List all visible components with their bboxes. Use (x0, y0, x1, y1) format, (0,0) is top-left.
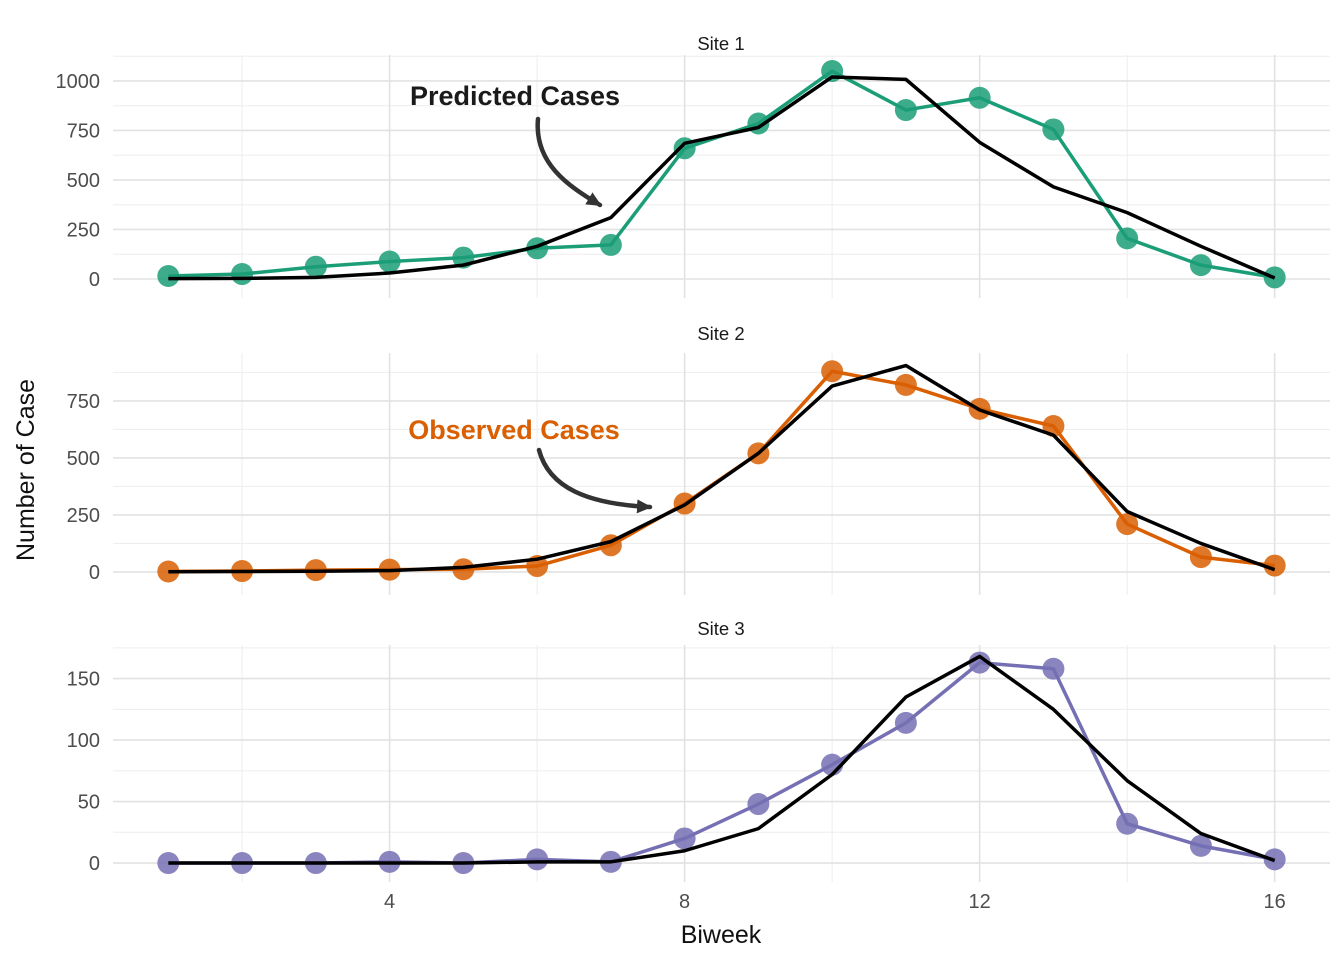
predicted-cases-arrow (535, 116, 603, 208)
y-tick-label: 750 (67, 391, 100, 413)
panel-3: 0 50 100 150 Site 3 (67, 618, 1330, 882)
observed-point (452, 558, 475, 581)
observed-point (894, 711, 917, 734)
y-tick-label: 0 (89, 853, 100, 875)
x-axis-title: Biweek (681, 921, 762, 949)
predicted-cases-annotation: Predicted Cases (410, 81, 620, 111)
observed-point (673, 827, 696, 850)
observed-point (968, 651, 991, 674)
observed-point (1116, 812, 1139, 835)
observed-point (747, 793, 770, 816)
y-tick-label: 500 (67, 170, 100, 192)
y-axis-title: Number of Case (12, 379, 40, 561)
y-tick-label: 50 (78, 792, 100, 814)
y-tick-label: 0 (89, 269, 100, 291)
x-tick-label: 16 (1264, 891, 1286, 913)
facet-strip-label: Site 2 (697, 323, 744, 344)
panel-1: 0 250 500 750 1000 Site 1 (56, 33, 1330, 298)
y-tick-label: 150 (67, 669, 100, 691)
predicted-line (168, 75, 1276, 281)
observed-point (526, 848, 549, 871)
observed-point (1042, 657, 1065, 680)
observed-point (231, 263, 254, 286)
y-tick-label: 250 (67, 505, 100, 527)
observed-line (168, 69, 1275, 280)
observed-point (1189, 834, 1212, 857)
x-tick-label: 12 (969, 891, 991, 913)
observed-point (894, 373, 917, 396)
observed-cases-annotation: Observed Cases (408, 415, 620, 445)
y-tick-label: 0 (89, 562, 100, 584)
observed-point (1116, 227, 1139, 250)
observed-point (1189, 546, 1212, 569)
x-tick-label: 4 (384, 891, 395, 913)
observed-point (157, 265, 180, 288)
facet-strip-label: Site 3 (697, 618, 744, 639)
predicted-line (168, 363, 1276, 574)
observed-point (1042, 118, 1065, 141)
y-tick-label: 250 (67, 219, 100, 241)
observed-point (304, 255, 327, 278)
x-tick-label: 8 (679, 891, 690, 913)
observed-cases-arrow (536, 447, 653, 514)
panel-2: 0 250 500 750 Site 2 (67, 323, 1330, 595)
observed-point (821, 360, 844, 383)
observed-point (599, 233, 622, 256)
y-tick-label: 500 (67, 448, 100, 470)
predicted-line (168, 654, 1276, 865)
observed-point (1263, 554, 1286, 577)
observed-point (894, 99, 917, 122)
panels-group: 0 250 500 750 1000 Site 1 0 250 500 750 Site 2 0 50 1… (56, 33, 1330, 913)
y-tick-label: 1000 (56, 71, 101, 93)
y-tick-label: 750 (67, 120, 100, 142)
observed-point (378, 250, 401, 273)
y-tick-label: 100 (67, 730, 100, 752)
observed-point (968, 86, 991, 109)
facet-strip-label: Site 1 (697, 33, 744, 54)
observed-point (1116, 513, 1139, 536)
observed-point (1189, 254, 1212, 277)
